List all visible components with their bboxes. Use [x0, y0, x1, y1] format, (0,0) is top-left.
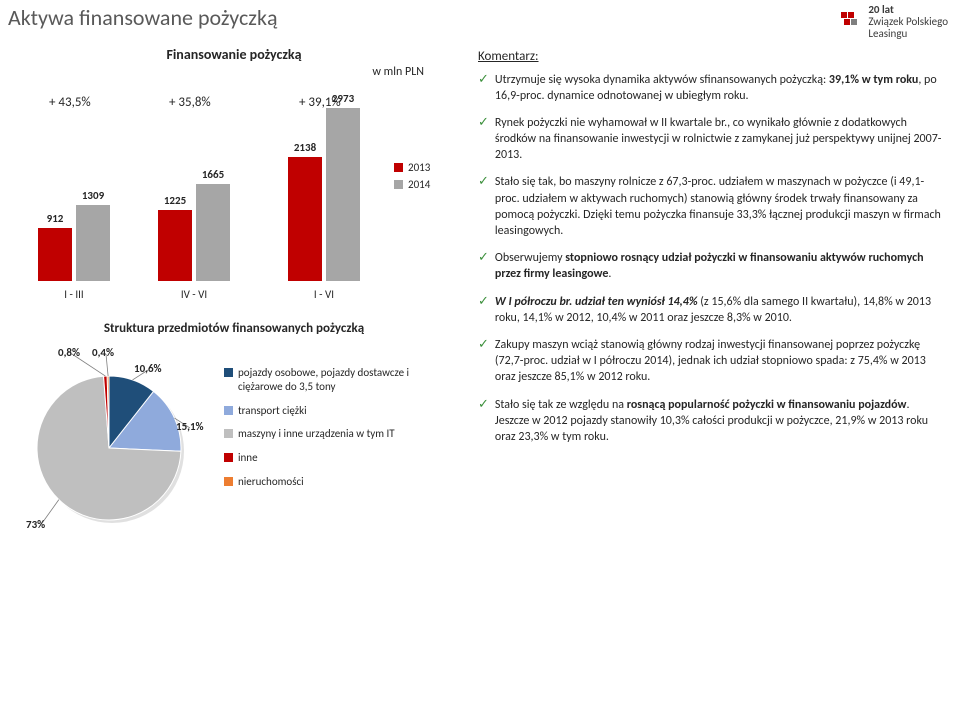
bar-chart-unit: w mln PLN — [14, 65, 454, 79]
legend-label: nieruchomości — [238, 475, 304, 489]
bar: 2973 — [326, 108, 360, 281]
bar-chart: 9121309+ 43,5%12251665+ 35,8%21382973+ 3… — [14, 81, 454, 301]
check-icon: ✓ — [478, 72, 489, 104]
check-icon: ✓ — [478, 337, 489, 386]
pie-callout: 0,8% — [58, 346, 80, 359]
logo-bottom-2: Leasingu — [868, 28, 948, 40]
x-label: IV - VI — [149, 288, 239, 301]
pie-chart: 10,6% 15,1% 73% 0,8% 0,4% — [14, 348, 204, 538]
commentary-bullet: ✓Obserwujemy stopniowo rosnący udział po… — [478, 250, 946, 282]
bar-value: 912 — [47, 212, 64, 225]
pie-chart-title: Struktura przedmiotów finansowanych poży… — [14, 321, 454, 336]
legend-label: inne — [238, 451, 258, 465]
bar: 2138 — [288, 157, 322, 281]
page-title: Aktywa finansowane pożyczką — [8, 4, 278, 31]
legend-item: 2014 — [394, 178, 454, 191]
pie-callout: 73% — [26, 518, 45, 531]
logo: 20 lat Związek Polskiego Leasingu — [840, 4, 948, 40]
legend-item: inne — [224, 451, 454, 465]
pct-label: + 39,1% — [299, 95, 341, 110]
x-label: I - III — [29, 288, 119, 301]
legend-item: 2013 — [394, 161, 454, 174]
check-icon: ✓ — [478, 115, 489, 164]
commentary-bullet: ✓W I półroczu br. udział ten wyniósł 14,… — [478, 294, 946, 326]
pie-callout: 0,4% — [92, 346, 114, 359]
check-icon: ✓ — [478, 250, 489, 282]
logo-icon — [840, 11, 862, 33]
commentary-bullet: ✓Zakupy maszyn wciąż stanowią główny rod… — [478, 337, 946, 386]
legend-label: transport ciężki — [238, 404, 307, 418]
bar: 912 — [38, 228, 72, 281]
bar-group: 9121309 — [29, 205, 119, 281]
commentary-heading: Komentarz: — [478, 48, 946, 66]
legend-label: maszyny i inne urządzenia w tym IT — [238, 427, 395, 441]
legend-item: nieruchomości — [224, 475, 454, 489]
legend-item: pojazdy osobowe, pojazdy dostawcze i cię… — [224, 366, 454, 394]
check-icon: ✓ — [478, 397, 489, 446]
pie-callout: 15,1% — [176, 420, 204, 433]
legend-label: pojazdy osobowe, pojazdy dostawcze i cię… — [238, 366, 454, 394]
x-label: I - VI — [279, 288, 369, 301]
bar: 1309 — [76, 205, 110, 281]
bar-value: 2138 — [294, 141, 316, 154]
legend-item: maszyny i inne urządzenia w tym IT — [224, 427, 454, 441]
pct-label: + 35,8% — [169, 95, 211, 110]
bar-value: 1225 — [164, 194, 186, 207]
bar-group: 12251665 — [149, 184, 239, 281]
bar-group: 21382973 — [279, 108, 369, 281]
bar: 1665 — [196, 184, 230, 281]
bar-chart-title: Finansowanie pożyczką — [14, 46, 454, 63]
check-icon: ✓ — [478, 294, 489, 326]
logo-text: 20 lat Związek Polskiego Leasingu — [868, 4, 948, 40]
commentary-bullet: ✓Stało się tak, bo maszyny rolnicze z 67… — [478, 174, 946, 239]
pct-label: + 43,5% — [49, 95, 91, 110]
pie-callout: 10,6% — [134, 362, 162, 375]
commentary-bullet: ✓Utrzymuje się wysoka dynamika aktywów s… — [478, 72, 946, 104]
legend-item: transport ciężki — [224, 404, 454, 418]
commentary-bullet: ✓Rynek pożyczki nie wyhamował w II kwart… — [478, 115, 946, 164]
commentary-bullet: ✓Stało się tak ze względu na rosnącą pop… — [478, 397, 946, 446]
check-icon: ✓ — [478, 174, 489, 239]
commentary: Komentarz: ✓Utrzymuje się wysoka dynamik… — [478, 48, 946, 456]
bar: 1225 — [158, 210, 192, 281]
bar-value: 1665 — [202, 168, 224, 181]
bar-value: 1309 — [82, 189, 104, 202]
pie-legend: pojazdy osobowe, pojazdy dostawcze i cię… — [224, 348, 454, 499]
